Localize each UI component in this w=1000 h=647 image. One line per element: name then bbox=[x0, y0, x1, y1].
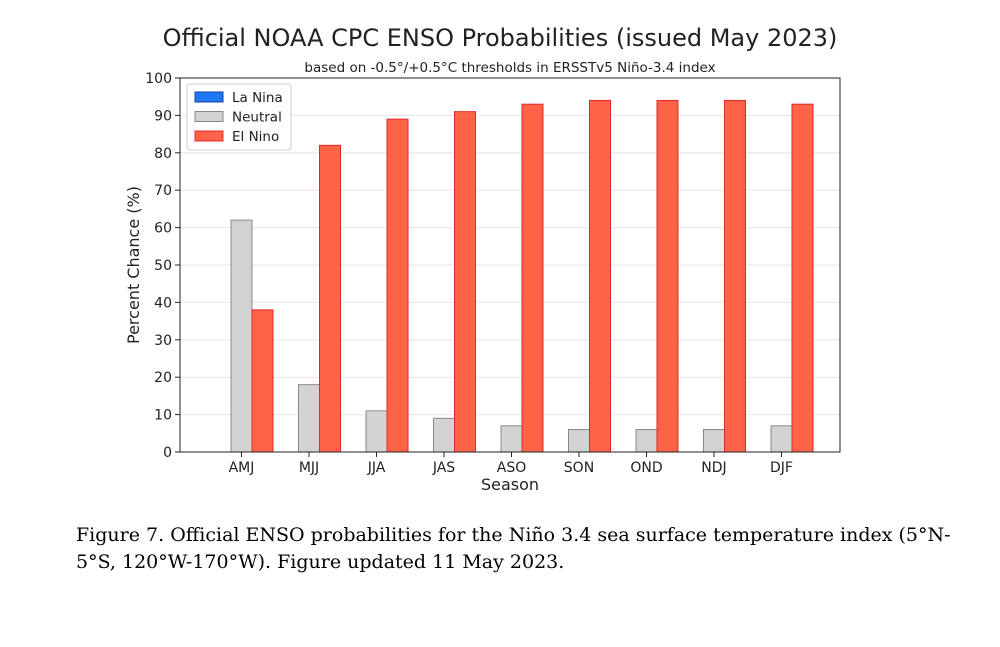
x-tick-label: MJJ bbox=[299, 460, 319, 476]
y-tick-label: 20 bbox=[154, 370, 172, 386]
bar-neutral-aso bbox=[500, 425, 523, 453]
legend: La Nina Neutral El Nino bbox=[186, 83, 292, 151]
x-tick-label: OND bbox=[630, 460, 662, 476]
legend-label: El Nino bbox=[232, 129, 279, 145]
enso-bar-chart: Official NOAA CPC ENSO Probabilities (is… bbox=[124, 24, 841, 494]
bar-neutral-ond bbox=[635, 429, 658, 453]
bars bbox=[230, 99, 814, 453]
legend-swatch-la-nina bbox=[194, 91, 224, 103]
x-tick-label: JJA bbox=[367, 460, 386, 476]
y-axis-ticks: 0 10 20 30 40 50 60 70 80 90 100 bbox=[145, 71, 180, 461]
y-tick-label: 90 bbox=[154, 108, 172, 124]
chart-subtitle: based on -0.5°/+0.5°C thresholds in ERSS… bbox=[304, 60, 715, 76]
bar-el-nino-jja bbox=[386, 118, 409, 453]
y-tick-label: 30 bbox=[154, 333, 172, 349]
legend-label: Neutral bbox=[232, 110, 282, 126]
bar-el-nino-ond bbox=[656, 99, 679, 453]
y-tick-label: 40 bbox=[154, 295, 172, 311]
y-tick-label: 80 bbox=[154, 146, 172, 162]
x-tick-label: DJF bbox=[770, 460, 793, 476]
y-tick-label: 60 bbox=[154, 221, 172, 237]
x-tick-label: SON bbox=[564, 460, 594, 476]
bar-neutral-ndj bbox=[703, 429, 725, 453]
x-tick-label: JAS bbox=[432, 460, 455, 476]
bar-el-nino-mjj bbox=[319, 144, 341, 453]
bar-el-nino-son bbox=[589, 99, 611, 453]
x-axis-label: Season bbox=[481, 475, 539, 494]
y-tick-label: 100 bbox=[145, 71, 172, 87]
grid-lines bbox=[180, 114, 840, 416]
x-tick-label: NDJ bbox=[701, 460, 726, 476]
bar-neutral-amj bbox=[230, 219, 253, 453]
legend-label: La Nina bbox=[232, 90, 283, 106]
bar-neutral-jas bbox=[433, 417, 455, 453]
bar-neutral-son bbox=[568, 429, 590, 453]
bar-neutral-djf bbox=[770, 425, 793, 453]
bar-neutral-jja bbox=[365, 410, 388, 453]
y-axis-label: Percent Chance (%) bbox=[124, 186, 143, 344]
x-tick-label: AMJ bbox=[229, 460, 255, 476]
bar-el-nino-jas bbox=[454, 111, 476, 453]
y-tick-label: 10 bbox=[154, 408, 172, 424]
bar-el-nino-ndj bbox=[724, 99, 746, 453]
x-tick-label: ASO bbox=[497, 460, 526, 476]
x-axis-ticks: AMJ MJJ JJA JAS ASO SON OND NDJ DJF bbox=[229, 452, 793, 476]
bar-el-nino-amj bbox=[251, 309, 274, 453]
chart-title: Official NOAA CPC ENSO Probabilities (is… bbox=[163, 24, 838, 52]
y-tick-label: 50 bbox=[154, 258, 172, 274]
legend-swatch-el-nino bbox=[194, 130, 224, 142]
y-tick-label: 0 bbox=[163, 445, 172, 461]
legend-swatch-neutral bbox=[194, 111, 224, 122]
bar-el-nino-djf bbox=[791, 103, 814, 453]
figure-caption: Figure 7. Official ENSO probabilities fo… bbox=[76, 524, 951, 573]
bar-el-nino-aso bbox=[521, 103, 544, 453]
y-tick-label: 70 bbox=[154, 183, 172, 199]
bar-neutral-mjj bbox=[298, 384, 320, 453]
